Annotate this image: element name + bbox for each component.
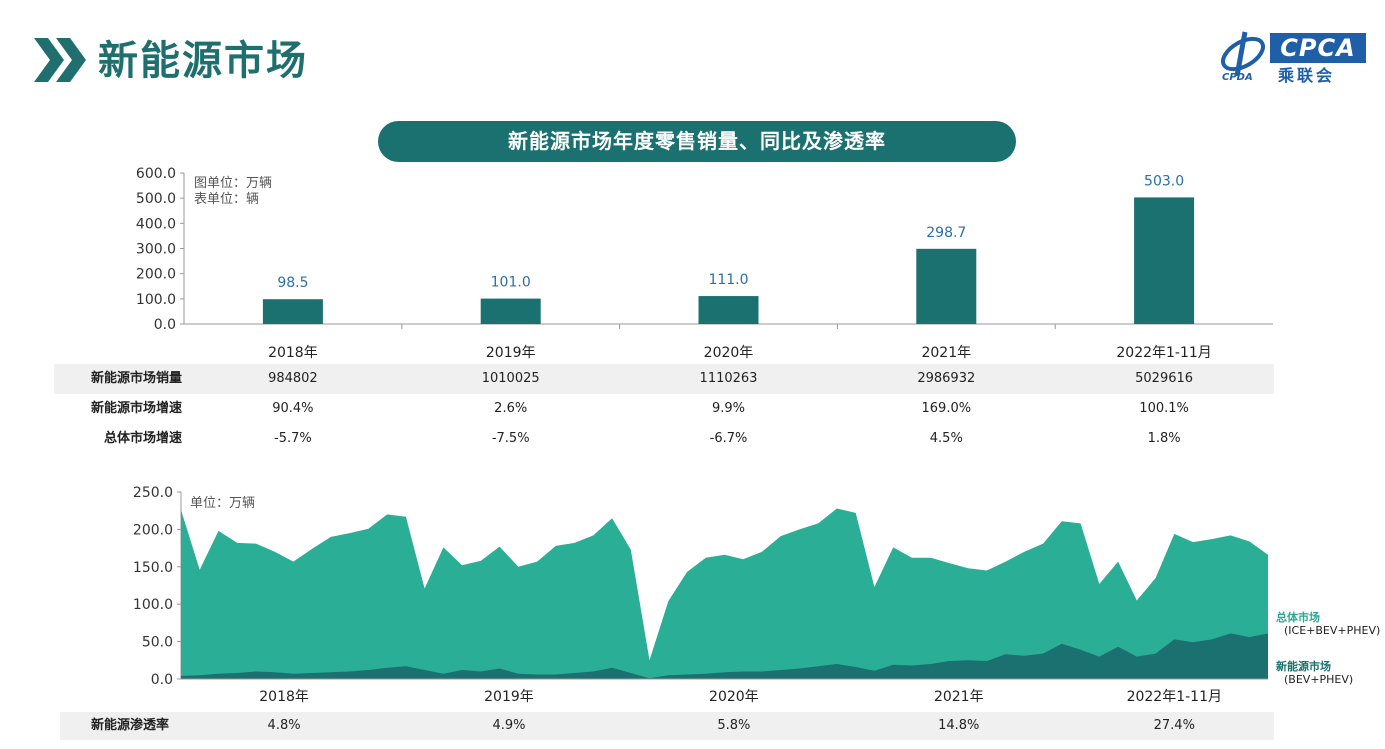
bar-unit-table: 表单位：辆	[194, 192, 260, 207]
bar-category-label: 2022年1-11月	[1116, 345, 1211, 361]
bar-value-label: 298.7	[926, 225, 966, 241]
table-row-label: 新能源市场销量	[90, 371, 182, 386]
table-cell: 1110263	[699, 371, 758, 386]
area-year-label: 2019年	[484, 689, 534, 705]
bar-category-label: 2019年	[486, 345, 536, 361]
table-row-sales	[54, 364, 1274, 394]
area-total-market	[181, 508, 1268, 679]
area-y-tick-label: 50.0	[142, 635, 173, 651]
bar-1	[262, 299, 323, 324]
table-cell: -7.5%	[491, 431, 530, 446]
table-cell: 5029616	[1135, 371, 1194, 386]
bar-4	[916, 248, 977, 324]
area-chart: 0.0 50.0 100.0 150.0 200.0 250.0 2018年 2019年 202…	[133, 485, 1268, 705]
area-year-label: 2020年	[709, 689, 759, 705]
bar-y-tick-label: 200.0	[136, 267, 176, 283]
bar-category-label: 2021年	[921, 345, 971, 361]
table-cell: 9.9%	[711, 401, 746, 416]
bar-2	[480, 298, 541, 324]
bar-y-tick-label: 500.0	[136, 191, 176, 207]
logo-small-text: CPDA	[1222, 72, 1253, 83]
chart-banner-title: 新能源市场年度零售销量、同比及渗透率	[378, 121, 1016, 162]
legend-total-market-sub: (ICE+BEV+PHEV)	[1284, 624, 1381, 637]
table-cell: 169.0%	[921, 401, 972, 416]
table-cell: 1010025	[481, 371, 540, 386]
table-cell: 2986932	[917, 371, 976, 386]
bar-value-label: 503.0	[1144, 173, 1184, 189]
table-cell: -6.7%	[709, 431, 748, 446]
logo-cpca-text: CPCA	[1270, 33, 1366, 63]
table-cell: 984802	[268, 371, 318, 386]
table-row-label: 总体市场增速	[103, 431, 182, 446]
table-cell: 2.6%	[494, 401, 528, 416]
table-cell: 100.1%	[1139, 401, 1189, 416]
area-nev-market	[181, 633, 1268, 679]
page-title: 新能源市场	[98, 38, 308, 84]
penetration-cell: 14.8%	[938, 718, 980, 733]
table-cell: -5.7%	[274, 431, 312, 446]
bar-value-label: 98.5	[277, 275, 308, 291]
bar-category-label: 2020年	[704, 345, 754, 361]
cpca-logo	[1215, 28, 1375, 88]
bar-y-tick-label: 400.0	[136, 216, 176, 232]
bar-chart: 0.0 100.0 200.0 300.0 400.0 500.0 600.0 98.5 201…	[136, 166, 1273, 361]
logo-swoosh-icon	[1221, 31, 1265, 77]
area-y-tick-label: 150.0	[133, 560, 173, 576]
penetration-cell: 27.4%	[1153, 718, 1195, 733]
area-y-tick-label: 0.0	[151, 672, 173, 688]
bar-y-tick-label: 0.0	[154, 317, 176, 333]
penetration-label: 新能源渗透率	[90, 718, 169, 733]
area-y-tick-label: 200.0	[133, 522, 173, 538]
bar-y-tick-label: 300.0	[136, 242, 176, 258]
penetration-cell: 4.8%	[267, 718, 301, 733]
table-cell: 90.4%	[272, 401, 314, 416]
chevron-right-icon	[34, 38, 86, 82]
table-row-label: 新能源市场增速	[90, 401, 182, 416]
legend-nev-market: 新能源市场	[1276, 660, 1331, 673]
bar-5	[1134, 197, 1195, 324]
legend-total-market: 总体市场	[1276, 611, 1320, 624]
bar-y-tick-label: 600.0	[136, 166, 176, 182]
penetration-row	[60, 712, 1274, 740]
table-cell: 1.8%	[1147, 431, 1181, 446]
bar-value-label: 101.0	[491, 275, 531, 291]
logo-cn-text: 乘联会	[1278, 66, 1336, 85]
bar-value-label: 111.0	[708, 272, 748, 288]
area-y-tick-label: 250.0	[133, 485, 173, 501]
area-year-label: 2022年1-11月	[1127, 689, 1222, 705]
bar-y-tick-label: 100.0	[136, 292, 176, 308]
area-y-tick-label: 100.0	[133, 597, 173, 613]
area-unit: 单位：万辆	[190, 496, 256, 511]
table-cell: 4.5%	[929, 431, 963, 446]
legend-nev-market-sub: (BEV+PHEV)	[1284, 673, 1354, 686]
penetration-cell: 5.8%	[717, 718, 751, 733]
bar-unit-chart: 图单位：万辆	[194, 176, 273, 191]
bar-category-label: 2018年	[268, 345, 318, 361]
area-year-label: 2021年	[934, 689, 984, 705]
bar-3	[698, 296, 759, 324]
area-year-label: 2018年	[259, 689, 309, 705]
penetration-cell: 4.9%	[492, 718, 526, 733]
